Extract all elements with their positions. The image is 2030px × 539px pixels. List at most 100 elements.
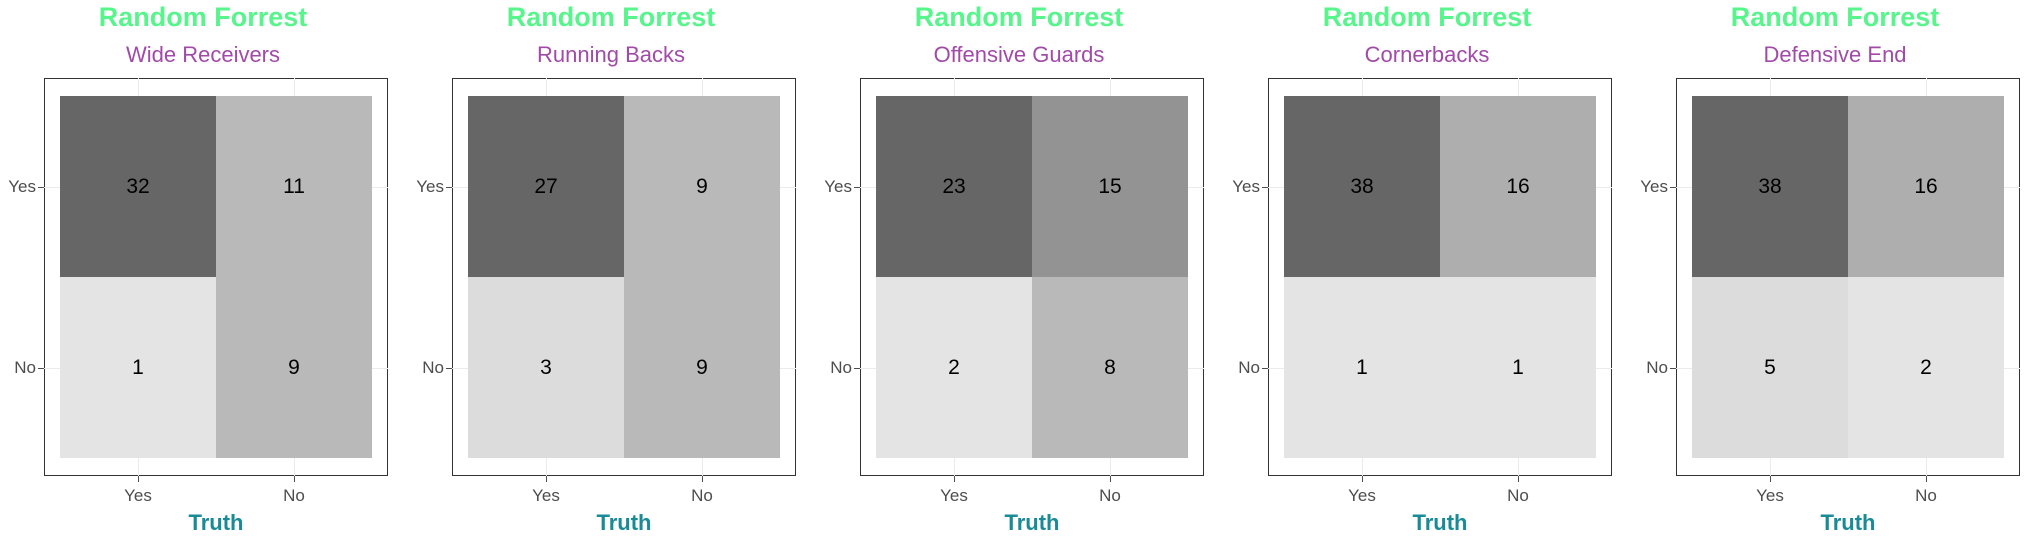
cell-value-label: 16 xyxy=(1506,174,1530,198)
y-tick-label: Yes xyxy=(1232,176,1260,196)
chart-title: Random Forrest xyxy=(98,2,308,32)
plot-frame xyxy=(44,78,388,476)
y-tick-mark xyxy=(446,367,452,369)
cell-value-label: 3 xyxy=(540,355,552,379)
x-tick-mark xyxy=(1362,476,1363,482)
heatmap-cell xyxy=(876,96,1032,277)
heatmap-cell xyxy=(60,96,216,277)
cell-value-label: 2 xyxy=(948,355,960,379)
heatmap-cell xyxy=(876,277,1032,458)
x-tick-label: No xyxy=(283,486,305,505)
chart-title: Random Forrest xyxy=(914,2,1124,32)
cell-value-label: 9 xyxy=(696,174,708,198)
y-tick-label: Yes xyxy=(1640,176,1668,196)
y-tick-label: No xyxy=(1238,357,1260,377)
heatmap-cell xyxy=(60,277,216,458)
chart-subtitle: Offensive Guards xyxy=(933,42,1105,67)
heatmap-cell xyxy=(216,277,372,458)
chart-subtitle: Cornerbacks xyxy=(1364,42,1490,67)
y-tick-mark xyxy=(1670,186,1676,188)
heatmap-cell xyxy=(216,96,372,277)
cell-value-label: 9 xyxy=(288,355,300,379)
heatmap-cell xyxy=(1848,96,2004,277)
y-tick-mark xyxy=(854,367,860,369)
y-tick-label: Yes xyxy=(416,176,444,196)
y-tick-label: No xyxy=(1646,357,1668,377)
y-tick-mark xyxy=(446,186,452,188)
x-tick-label: No xyxy=(1099,486,1121,505)
x-tick-label: Yes xyxy=(532,486,560,505)
y-tick-mark xyxy=(1262,186,1268,188)
cell-value-label: 1 xyxy=(1356,355,1368,379)
plot-frame xyxy=(452,78,796,476)
cell-value-label: 15 xyxy=(1098,174,1122,198)
x-tick-mark xyxy=(138,476,139,482)
y-tick-mark xyxy=(1670,367,1676,369)
plot-frame xyxy=(1268,78,1612,476)
confusion-matrix-1: Random Forrest Wide Receivers 32 11 1 9 Yes No Y… xyxy=(0,0,406,539)
x-axis-label: Truth xyxy=(188,510,244,535)
cell-value-label: 5 xyxy=(1764,355,1776,379)
y-tick-label: Yes xyxy=(824,176,852,196)
heatmap-cell xyxy=(1032,277,1188,458)
chart-title: Random Forrest xyxy=(1730,2,1940,32)
x-axis-label: Truth xyxy=(1820,510,1876,535)
heatmap-cell xyxy=(1284,96,1440,277)
chart-subtitle: Running Backs xyxy=(537,42,685,67)
heatmap-cell xyxy=(468,96,624,277)
x-tick-mark xyxy=(294,476,295,482)
cell-value-label: 8 xyxy=(1104,355,1116,379)
heatmap-cell xyxy=(1692,277,1848,458)
heatmap-cell xyxy=(1440,277,1596,458)
confusion-matrix-5: Random Forrest Defensive End 38 16 5 2 Yes No Ye… xyxy=(1632,0,2030,539)
cell-value-label: 23 xyxy=(942,174,966,198)
cell-value-label: 16 xyxy=(1914,174,1938,198)
cell-value-label: 38 xyxy=(1350,174,1374,198)
cell-value-label: 11 xyxy=(283,174,305,198)
x-tick-mark xyxy=(702,476,703,482)
x-tick-label: Yes xyxy=(1756,486,1784,505)
heatmap-cell xyxy=(1284,277,1440,458)
x-tick-mark xyxy=(1770,476,1771,482)
x-tick-label: Yes xyxy=(1348,486,1376,505)
chart-title: Random Forrest xyxy=(1322,2,1532,32)
x-tick-label: No xyxy=(1507,486,1529,505)
confusion-matrix-3: Random Forrest Offensive Guards 23 15 2 8 Yes N… xyxy=(816,0,1222,539)
cell-value-label: 32 xyxy=(126,174,150,198)
chart-title: Random Forrest xyxy=(506,2,716,32)
x-tick-mark xyxy=(1926,476,1927,482)
heatmap-cell xyxy=(468,277,624,458)
heatmap-cell xyxy=(624,277,780,458)
cell-value-label: 1 xyxy=(1512,355,1524,379)
cell-value-label: 1 xyxy=(132,355,144,379)
y-tick-mark xyxy=(854,186,860,188)
cell-value-label: 38 xyxy=(1758,174,1782,198)
y-tick-label: No xyxy=(422,357,444,377)
y-tick-mark xyxy=(38,367,44,369)
chart-subtitle: Wide Receivers xyxy=(125,42,281,67)
heatmap-cell xyxy=(1692,96,1848,277)
confusion-matrix-4: Random Forrest Cornerbacks 38 16 1 1 Yes No Yes N… xyxy=(1224,0,1630,539)
y-tick-mark xyxy=(38,186,44,188)
confusion-matrix-2: Random Forrest Running Backs 27 9 3 9 Yes No Yes… xyxy=(408,0,814,539)
cell-value-label: 27 xyxy=(534,174,558,198)
x-tick-mark xyxy=(546,476,547,482)
x-tick-label: No xyxy=(691,486,713,505)
y-tick-mark xyxy=(1262,367,1268,369)
x-tick-label: No xyxy=(1915,486,1937,505)
x-tick-label: Yes xyxy=(940,486,968,505)
heatmap-cell xyxy=(1032,96,1188,277)
chart-subtitle: Defensive End xyxy=(1763,42,1907,67)
heatmap-cell xyxy=(1848,277,2004,458)
x-tick-label: Yes xyxy=(124,486,152,505)
heatmap-cell xyxy=(624,96,780,277)
y-tick-label: No xyxy=(14,357,36,377)
x-tick-mark xyxy=(1518,476,1519,482)
x-axis-label: Truth xyxy=(1412,510,1468,535)
cell-value-label: 9 xyxy=(696,355,708,379)
x-tick-mark xyxy=(954,476,955,482)
y-tick-label: Yes xyxy=(8,176,36,196)
x-axis-label: Truth xyxy=(596,510,652,535)
y-tick-label: No xyxy=(830,357,852,377)
plot-frame xyxy=(860,78,1204,476)
